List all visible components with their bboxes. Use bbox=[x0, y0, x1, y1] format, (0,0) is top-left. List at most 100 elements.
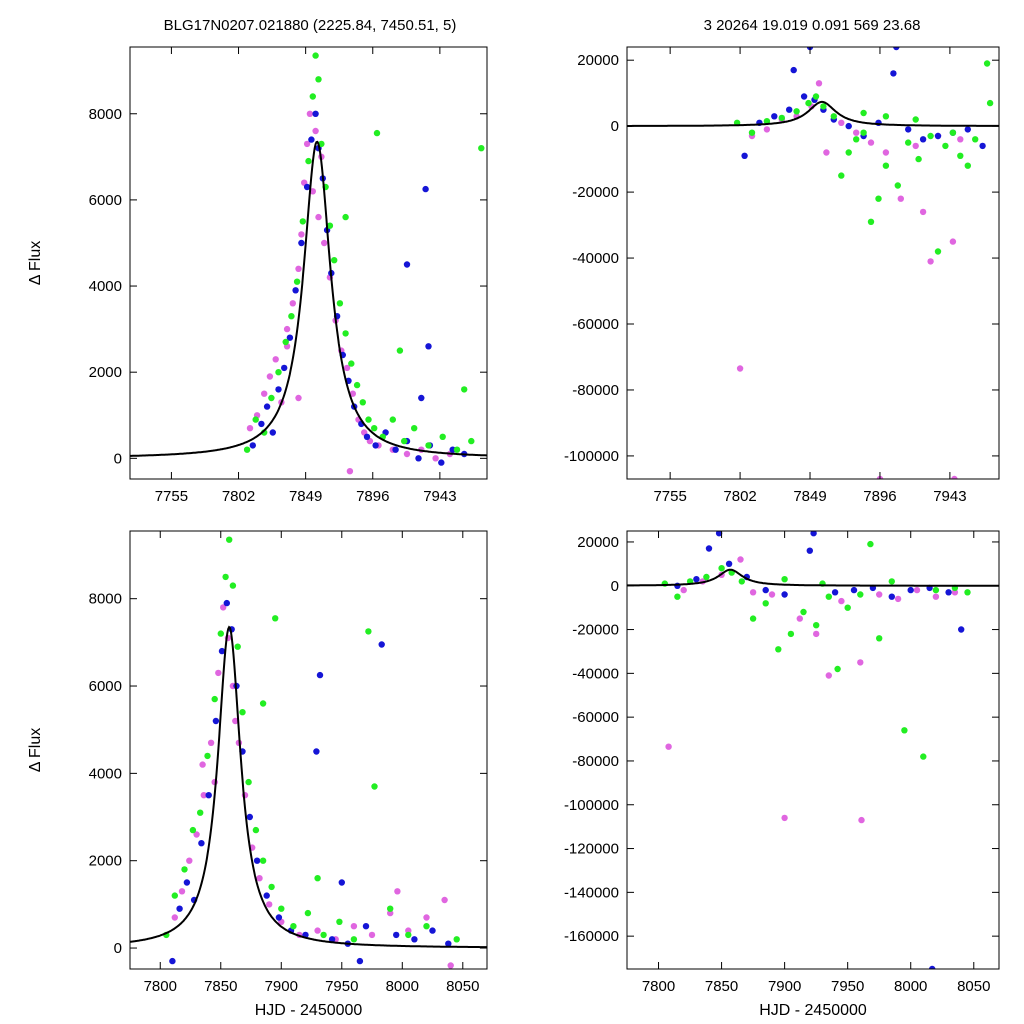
data-point bbox=[282, 338, 289, 346]
data-point bbox=[867, 139, 875, 146]
data-point bbox=[368, 931, 376, 939]
data-point bbox=[423, 923, 430, 930]
data-point bbox=[762, 586, 769, 594]
x-tick-label: 7896 bbox=[356, 488, 389, 505]
y-tick-label: -120000 bbox=[564, 841, 619, 858]
data-point bbox=[790, 66, 797, 74]
data-point bbox=[314, 875, 321, 882]
data-point bbox=[905, 139, 912, 146]
data-point bbox=[350, 936, 358, 943]
data-point bbox=[793, 108, 800, 115]
y-tick-label: 0 bbox=[611, 578, 619, 595]
data-point bbox=[983, 60, 991, 67]
data-point bbox=[336, 300, 344, 307]
data-point bbox=[857, 591, 864, 598]
data-point bbox=[857, 659, 864, 666]
data-point bbox=[715, 531, 723, 537]
data-point bbox=[919, 208, 927, 216]
data-point bbox=[800, 608, 807, 616]
data-point bbox=[298, 239, 305, 247]
data-point bbox=[927, 258, 934, 265]
data-point bbox=[890, 70, 897, 77]
data-point bbox=[478, 145, 485, 152]
data-point bbox=[932, 593, 940, 600]
data-point bbox=[331, 257, 338, 264]
data-point bbox=[303, 140, 311, 148]
data-point bbox=[299, 218, 306, 225]
model-curve bbox=[130, 140, 487, 457]
data-point bbox=[266, 901, 273, 908]
data-point bbox=[705, 545, 713, 552]
data-point bbox=[920, 753, 927, 760]
panel-bottom-right: 7800 7850 7900 7950 8000 8050 -160000 -140000 -1… bbox=[564, 530, 1000, 1019]
y-tick-label: 4000 bbox=[89, 765, 122, 782]
data-point bbox=[897, 195, 904, 202]
data-point bbox=[252, 416, 259, 423]
data-point bbox=[356, 957, 364, 965]
x-tick-label: 7943 bbox=[423, 488, 456, 505]
data-point bbox=[942, 142, 949, 150]
data-point bbox=[263, 892, 270, 899]
data-point bbox=[762, 600, 769, 607]
data-point bbox=[915, 155, 922, 163]
y-tick-label: 0 bbox=[114, 940, 122, 957]
data-point bbox=[810, 531, 817, 537]
data-point bbox=[858, 816, 865, 824]
data-point bbox=[275, 386, 282, 393]
data-point bbox=[312, 110, 319, 118]
data-point bbox=[295, 394, 302, 402]
data-point bbox=[439, 433, 446, 440]
data-point bbox=[418, 394, 425, 402]
data-point bbox=[838, 172, 845, 179]
x-tick-label: 7755 bbox=[653, 488, 686, 505]
data-point bbox=[286, 334, 294, 341]
data-point bbox=[403, 261, 411, 268]
data-point bbox=[441, 896, 448, 904]
data-point bbox=[292, 287, 299, 294]
data-point bbox=[768, 591, 776, 598]
data-point bbox=[748, 129, 756, 136]
data-point bbox=[309, 188, 316, 195]
data-point bbox=[359, 399, 366, 406]
data-point bbox=[176, 905, 183, 912]
data-point bbox=[281, 364, 288, 372]
plot-frame bbox=[129, 530, 488, 970]
data-point bbox=[275, 369, 282, 376]
data-point bbox=[405, 931, 412, 939]
data-point bbox=[867, 540, 874, 548]
data-point bbox=[693, 576, 700, 583]
y-tick-label: 2000 bbox=[89, 853, 122, 870]
x-tick-label: 7900 bbox=[768, 978, 801, 995]
data-point bbox=[468, 437, 475, 445]
data-point bbox=[328, 936, 336, 943]
data-point bbox=[949, 129, 957, 136]
data-point bbox=[860, 129, 867, 136]
data-point bbox=[912, 142, 919, 150]
y-tick-label: -160000 bbox=[564, 928, 619, 945]
data-point bbox=[805, 99, 812, 107]
data-point bbox=[934, 132, 942, 140]
data-point bbox=[349, 390, 356, 397]
data-point bbox=[394, 888, 401, 895]
data-point bbox=[353, 381, 361, 389]
x-tick-label: 7849 bbox=[793, 488, 826, 505]
data-point bbox=[845, 122, 852, 130]
plot-frame bbox=[626, 46, 1000, 480]
model-curve bbox=[627, 100, 999, 127]
data-point bbox=[389, 416, 396, 423]
x-tick-label: 7755 bbox=[155, 488, 188, 505]
data-point bbox=[342, 330, 349, 337]
y-tick-label: -140000 bbox=[564, 884, 619, 901]
data-point bbox=[272, 615, 279, 622]
data-point bbox=[193, 831, 200, 838]
data-point bbox=[223, 599, 230, 607]
data-point bbox=[207, 739, 215, 746]
data-point bbox=[957, 136, 964, 143]
data-point bbox=[199, 761, 206, 768]
data-point bbox=[876, 635, 883, 642]
panel-bottom-left: 7800 7850 7900 7950 8000 8050 0 2000 4000 6000 800… bbox=[27, 530, 488, 1019]
data-point bbox=[951, 589, 959, 596]
data-point bbox=[680, 586, 687, 594]
data-point bbox=[343, 364, 351, 372]
panel-top-left: 7755 7802 7849 7896 7943 0 2000 4000 6000 8000 Δ F… bbox=[27, 46, 488, 505]
